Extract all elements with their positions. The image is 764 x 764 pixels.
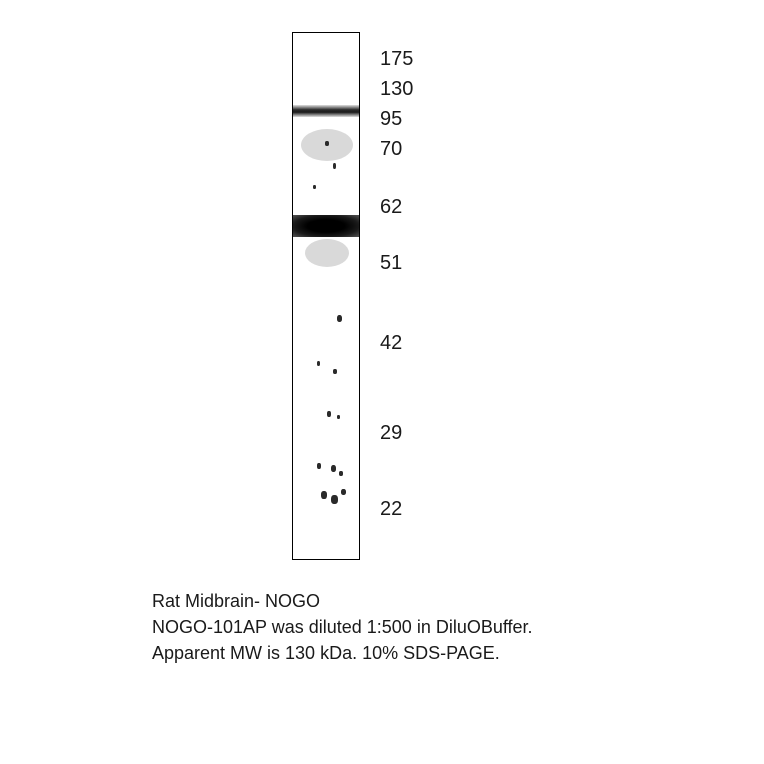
band-130kda xyxy=(293,105,359,117)
speck xyxy=(333,369,337,374)
speck xyxy=(341,489,346,495)
mw-marker-29: 29 xyxy=(380,422,402,445)
mw-marker-22: 22 xyxy=(380,498,402,521)
speck xyxy=(317,361,320,366)
speck xyxy=(317,463,321,469)
speck xyxy=(331,495,338,504)
speck xyxy=(337,315,342,322)
mw-marker-62: 62 xyxy=(380,196,402,219)
mw-marker-130: 130 xyxy=(380,78,413,101)
speck xyxy=(339,471,343,476)
mw-marker-42: 42 xyxy=(380,332,402,355)
mw-marker-70: 70 xyxy=(380,138,402,161)
western-blot-lane xyxy=(292,32,360,560)
speck xyxy=(313,185,316,189)
mw-marker-175: 175 xyxy=(380,48,413,71)
speck xyxy=(333,163,336,169)
caption-line-1: Rat Midbrain- NOGO xyxy=(152,588,533,614)
speck xyxy=(325,141,329,146)
mw-marker-95: 95 xyxy=(380,108,402,131)
speck xyxy=(337,415,340,419)
speck xyxy=(321,491,327,499)
caption-line-2: NOGO-101AP was diluted 1:500 in DiluOBuf… xyxy=(152,614,533,640)
mw-marker-51: 51 xyxy=(380,252,402,275)
figure-caption: Rat Midbrain- NOGO NOGO-101AP was dilute… xyxy=(152,588,533,666)
speck xyxy=(331,465,336,472)
caption-line-3: Apparent MW is 130 kDa. 10% SDS-PAGE. xyxy=(152,640,533,666)
smudge xyxy=(305,239,349,267)
band-62kda xyxy=(293,215,359,237)
speck xyxy=(327,411,331,417)
